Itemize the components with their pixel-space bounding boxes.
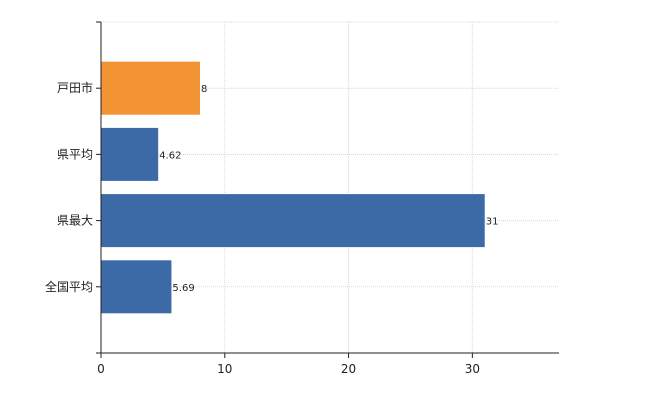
bar: [101, 260, 172, 314]
x-tick-label: 20: [341, 362, 356, 376]
x-tick-label: 0: [97, 362, 105, 376]
category-label: 県最大: [57, 214, 93, 228]
category-label: 県平均: [57, 147, 93, 161]
category-label: 全国平均: [45, 279, 93, 294]
data-label: 31: [486, 217, 499, 228]
x-tick-label: 10: [217, 362, 232, 376]
bar: [101, 194, 485, 248]
data-label: 4.62: [159, 150, 181, 161]
bar: [101, 127, 159, 181]
category-label: 戸田市: [57, 80, 93, 95]
data-label: 5.69: [172, 283, 194, 294]
data-label: 8: [201, 84, 207, 95]
axes: [96, 21, 559, 358]
x-tick-label: 30: [465, 362, 480, 376]
bars: [101, 61, 485, 314]
bar: [101, 61, 201, 115]
